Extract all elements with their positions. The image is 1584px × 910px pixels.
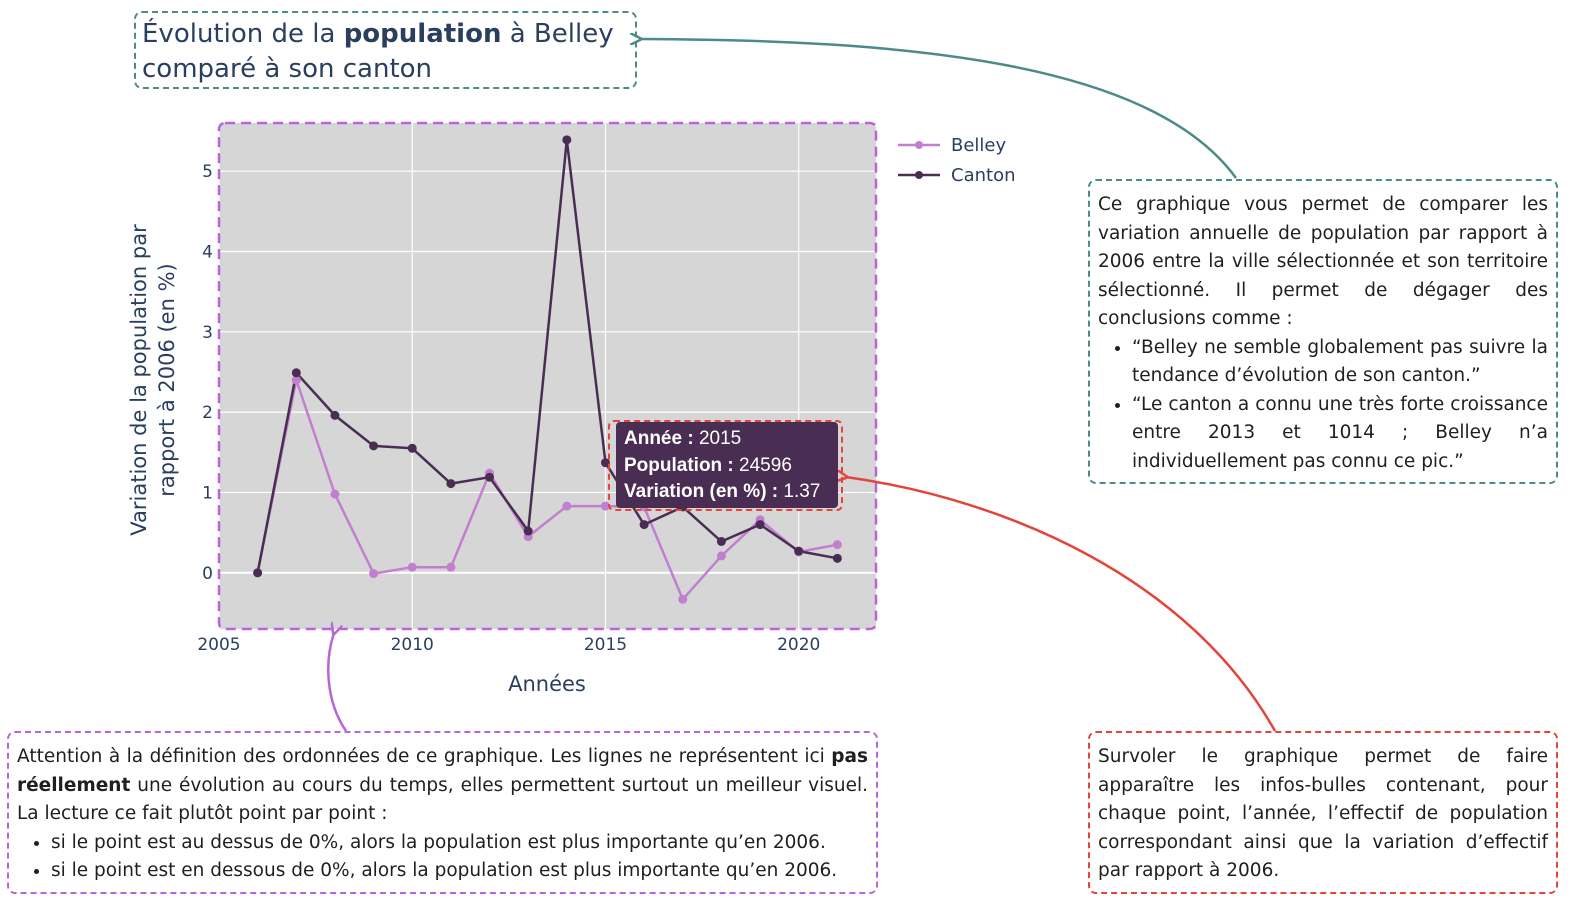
data-point-canton[interactable] <box>755 520 765 530</box>
data-point-canton[interactable] <box>639 520 649 530</box>
x-tick-label: 2010 <box>391 635 434 655</box>
data-point-belley[interactable] <box>446 562 456 572</box>
title-box: Évolution de la population à Belley comp… <box>134 11 637 89</box>
data-point-canton[interactable] <box>794 546 804 556</box>
data-point-canton[interactable] <box>407 443 417 453</box>
tooltip-pop-label: Population : <box>624 454 734 476</box>
data-point-canton[interactable] <box>253 568 263 578</box>
x-tick-label: 2020 <box>777 635 820 655</box>
data-point-canton[interactable] <box>716 536 726 546</box>
x-axis-ticks: 2005 2010 2015 2020 <box>197 635 820 655</box>
data-point-belley[interactable] <box>330 489 340 499</box>
y-axis-ticks: 0 1 2 3 4 5 <box>202 162 213 584</box>
y-axis-title-line1: Variation de la population par <box>127 224 151 536</box>
series-lines <box>256 138 838 601</box>
data-point-belley[interactable] <box>832 540 842 550</box>
tooltip-var-value: 1.37 <box>783 481 821 502</box>
data-point-canton[interactable] <box>330 410 340 420</box>
tooltip-highlight-frame <box>608 420 843 511</box>
y-tick-label: 4 <box>202 243 213 263</box>
legend-item-canton[interactable]: Canton <box>898 165 1016 186</box>
note-comparison-text: Ce graphique vous permet de comparer les… <box>1098 194 1548 329</box>
tooltip-year-label: Année : <box>624 428 694 449</box>
x-axis-title: Années <box>508 672 586 696</box>
data-point-canton[interactable] <box>562 135 572 145</box>
note-warning: Attention à la définition des ordonnées … <box>7 731 878 894</box>
legend-label-belley: Belley <box>951 135 1006 156</box>
legend[interactable]: Belley Canton <box>898 135 1016 186</box>
data-point-belley[interactable] <box>407 562 417 572</box>
y-tick-label: 2 <box>202 403 213 423</box>
note-tooltip: Survoler le graphique permet de faire ap… <box>1088 731 1558 894</box>
red-arrow <box>846 477 1277 732</box>
data-point-canton[interactable] <box>485 472 495 482</box>
x-tick-label: 2015 <box>584 635 627 655</box>
note-warning-bold: pas réellement <box>17 746 868 796</box>
note-tooltip-text: Survoler le graphique permet de faire ap… <box>1098 746 1548 881</box>
data-point-belley[interactable] <box>562 501 572 511</box>
data-point-canton[interactable] <box>832 553 842 563</box>
plot-background <box>219 123 876 629</box>
note-comparison-list: “Belley ne semble globalement pas suivre… <box>1098 334 1548 477</box>
y-tick-label: 0 <box>202 564 213 584</box>
data-point-canton[interactable] <box>446 479 456 489</box>
x-tick-label: 2005 <box>197 635 240 655</box>
teal-arrow <box>640 39 1238 179</box>
note-warning-text: Attention à la définition des ordonnées … <box>17 746 868 824</box>
tooltip-var-label: Variation (en %) : <box>624 481 779 502</box>
data-point-canton[interactable] <box>369 441 379 451</box>
data-point-belley[interactable] <box>291 375 301 385</box>
legend-label-canton: Canton <box>951 165 1016 186</box>
data-point-canton[interactable] <box>523 526 533 536</box>
list-item: “Belley ne semble globalement pas suivre… <box>1132 334 1548 391</box>
series-line-canton <box>256 138 838 574</box>
data-point-belley[interactable] <box>716 551 726 561</box>
data-point-belley[interactable] <box>369 569 379 579</box>
purple-arrow <box>327 633 348 732</box>
plot-highlight-frame <box>217 121 878 631</box>
data-point-canton[interactable] <box>600 458 610 468</box>
hover-tooltip: Année : 2015 Population : 24596 Variatio… <box>616 422 838 508</box>
note-warning-list: si le point est au dessus de 0%, alors l… <box>17 829 868 886</box>
y-tick-label: 5 <box>202 162 213 182</box>
grid-lines <box>218 123 876 629</box>
chart-title-line2: comparé à son canton <box>142 54 433 84</box>
chart-title: Évolution de la population à Belley <box>142 19 614 49</box>
tooltip-year-value: 2015 <box>698 428 742 449</box>
list-item: si le point est au dessus de 0%, alors l… <box>51 829 868 858</box>
y-axis-title-line2: rapport à 2006 (en %) <box>155 263 179 496</box>
list-item: si le point est en dessous de 0%, alors … <box>51 857 868 886</box>
list-item: “Le canton a connu une très forte croiss… <box>1132 391 1548 477</box>
y-tick-label: 1 <box>202 483 213 503</box>
legend-item-belley[interactable]: Belley <box>898 135 1006 156</box>
series-line-belley <box>256 378 838 601</box>
title-bold-word: population <box>343 19 502 49</box>
tooltip-pop-value: 24596 <box>739 454 792 476</box>
data-point-canton[interactable] <box>291 368 301 378</box>
y-tick-label: 3 <box>202 323 213 343</box>
data-point-belley[interactable] <box>678 594 688 604</box>
data-point-belley[interactable] <box>600 501 610 511</box>
note-comparison: Ce graphique vous permet de comparer les… <box>1088 179 1558 484</box>
